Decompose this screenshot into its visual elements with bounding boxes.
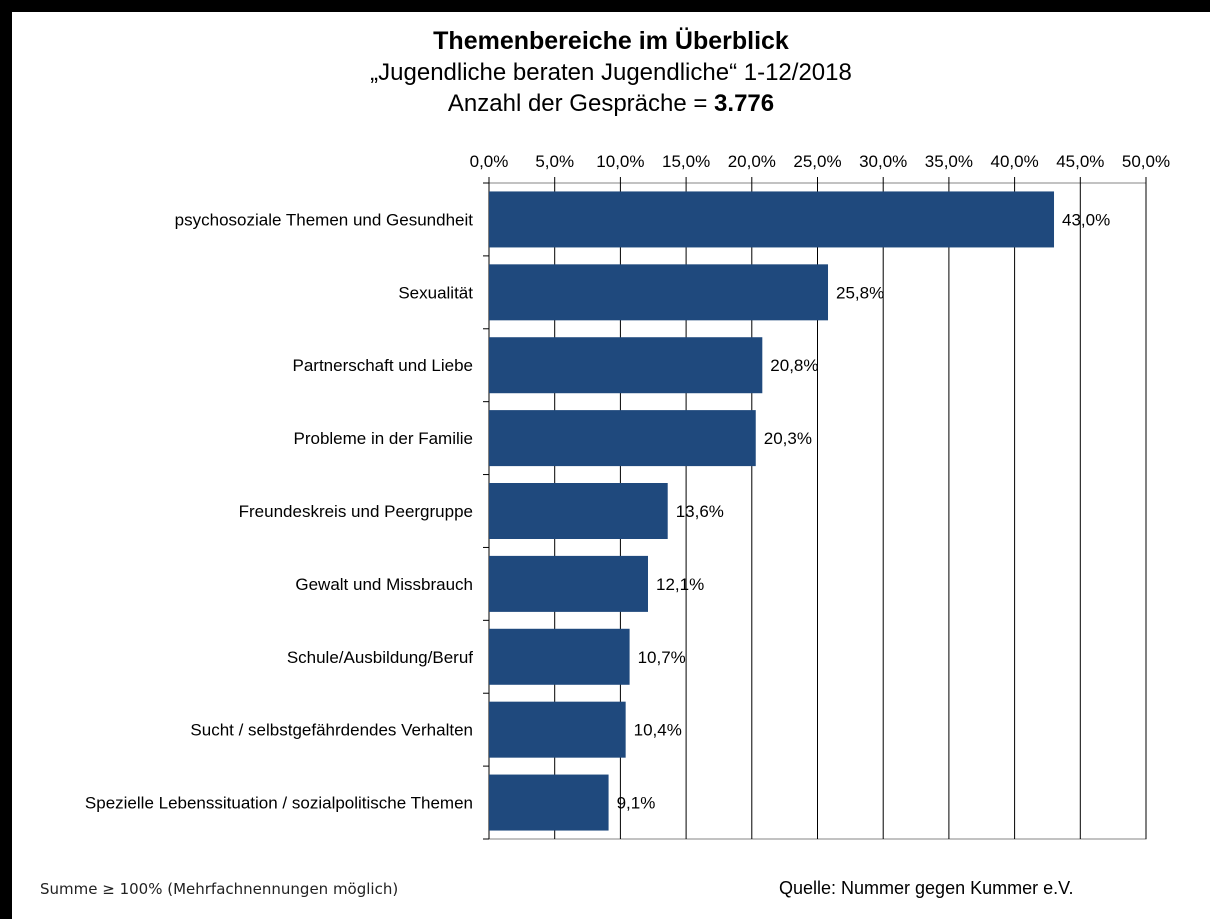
x-tick-label: 30,0% xyxy=(859,152,907,171)
x-tick-label: 40,0% xyxy=(990,152,1038,171)
category-label: Gewalt und Missbrauch xyxy=(295,575,473,594)
data-label: 20,8% xyxy=(770,356,818,375)
chart-subtitle: „Jugendliche beraten Jugendliche“ 1-12/2… xyxy=(370,59,852,86)
bar xyxy=(489,774,609,831)
footnote: Summe ≥ 100% (Mehrfachnennungen möglich) xyxy=(40,880,399,898)
bar xyxy=(489,628,630,685)
count-label: Anzahl der Gespräche = xyxy=(447,90,715,117)
category-label: Freundeskreis und Peergruppe xyxy=(239,502,473,521)
data-label: 43,0% xyxy=(1062,210,1110,229)
category-label: Sucht / selbstgefährdendes Verhalten xyxy=(190,721,473,740)
category-label: Sexualität xyxy=(398,283,473,302)
data-label: 12,1% xyxy=(656,575,704,594)
data-label: 10,7% xyxy=(638,648,686,667)
category-label: Spezielle Lebenssituation / sozialpoliti… xyxy=(85,794,473,813)
bar xyxy=(489,191,1055,248)
data-label: 13,6% xyxy=(676,502,724,521)
title-block: Themenbereiche im Überblick „Jugendliche… xyxy=(12,26,1210,119)
data-label: 10,4% xyxy=(634,721,682,740)
x-tick-label: 0,0% xyxy=(470,152,509,171)
data-label: 25,8% xyxy=(836,283,884,302)
x-tick-label: 5,0% xyxy=(535,152,574,171)
category-label: Probleme in der Familie xyxy=(293,429,473,448)
count-value: 3.776 xyxy=(714,90,775,117)
x-tick-label: 50,0% xyxy=(1122,152,1170,171)
bar xyxy=(489,483,668,539)
x-tick-label: 45,0% xyxy=(1056,152,1104,171)
bar xyxy=(489,264,829,321)
category-label: Schule/Ausbildung/Beruf xyxy=(287,648,473,667)
chart-title: Themenbereiche im Überblick xyxy=(433,27,789,55)
data-label: 20,3% xyxy=(764,429,812,448)
category-label: Partnerschaft und Liebe xyxy=(292,356,473,375)
source-note: Quelle: Nummer gegen Kummer e.V. xyxy=(779,878,1074,898)
x-tick-label: 10,0% xyxy=(596,152,644,171)
x-tick-label: 20,0% xyxy=(728,152,776,171)
x-tick-label: 25,0% xyxy=(793,152,841,171)
category-label: psychosoziale Themen und Gesundheit xyxy=(175,210,474,229)
x-tick-label: 35,0% xyxy=(925,152,973,171)
bar xyxy=(489,410,756,467)
data-label: 9,1% xyxy=(617,794,656,813)
bar xyxy=(489,337,763,394)
x-tick-label: 15,0% xyxy=(662,152,710,171)
bar xyxy=(489,555,648,612)
conversation-count: Anzahl der Gespräche = 3.776 xyxy=(12,88,1210,119)
bar xyxy=(489,701,626,758)
